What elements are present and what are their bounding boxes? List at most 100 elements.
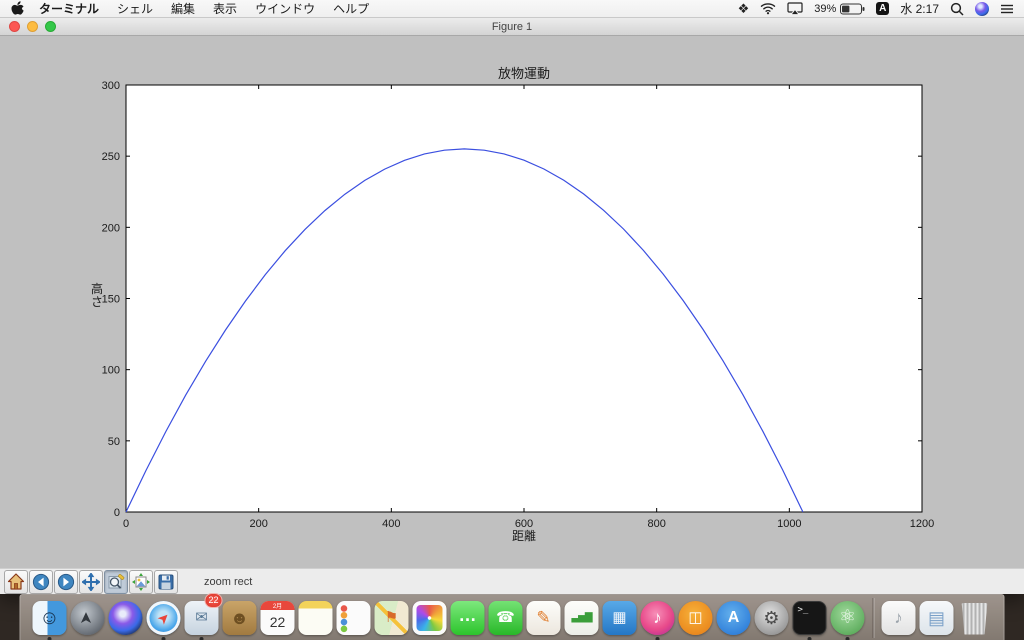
- input-method-icon[interactable]: A: [876, 2, 890, 15]
- menu-item-0[interactable]: ターミナル: [39, 1, 100, 16]
- x-tick-label: 0: [123, 518, 129, 530]
- atom-dock-icon[interactable]: ⚛: [829, 595, 867, 640]
- plot-canvas[interactable]: 0 200 400 600 800 1000 1200 0 50 100 150 200 250 300 放…: [0, 36, 1024, 568]
- notes-icon: [298, 600, 333, 635]
- folder-downloads-dock-icon[interactable]: ▤: [918, 595, 956, 640]
- home-icon: [7, 572, 25, 591]
- keynote-dock-icon[interactable]: ▦: [601, 595, 639, 640]
- menu-item-3[interactable]: 表示: [213, 1, 238, 16]
- search-icon[interactable]: [950, 2, 964, 16]
- dropbox-icon[interactable]: ❖: [737, 1, 750, 16]
- zoom-window-button[interactable]: [45, 21, 56, 32]
- x-axis-label: 距離: [512, 529, 536, 543]
- siri-icon[interactable]: [975, 1, 989, 16]
- save-button[interactable]: [154, 569, 178, 594]
- minimize-button[interactable]: [27, 21, 38, 32]
- y-axis-label: 高さ: [91, 281, 103, 309]
- mail-glyph: ✉: [195, 609, 208, 626]
- siri-icon: [108, 600, 143, 635]
- wifi-icon[interactable]: [760, 2, 776, 15]
- system-preferences-icon: ⚙: [754, 600, 789, 635]
- itunes-icon: ♪: [640, 600, 675, 635]
- system-preferences-dock-icon[interactable]: ⚙: [753, 595, 791, 640]
- y-tick-label: 150: [102, 294, 120, 306]
- messages-dock-icon[interactable]: …: [449, 595, 487, 640]
- back-button[interactable]: [29, 569, 53, 594]
- reminders-icon: [336, 600, 371, 635]
- configure-subplots-button[interactable]: [129, 569, 153, 594]
- atom-glyph: ⚛: [838, 607, 857, 628]
- running-indicator: [845, 636, 850, 640]
- safari-icon: ➤: [146, 600, 181, 635]
- ibooks-dock-icon[interactable]: ◫: [677, 595, 715, 640]
- zoom-rect-button[interactable]: [104, 569, 128, 594]
- folder-music-dock-icon[interactable]: ♪: [880, 595, 918, 640]
- system-preferences-glyph: ⚙: [763, 607, 780, 628]
- folder-downloads-glyph: ▤: [927, 607, 945, 628]
- dock-separator: [872, 597, 874, 638]
- safari-dock-icon[interactable]: ➤: [145, 595, 183, 640]
- axes-area[interactable]: [125, 84, 923, 513]
- battery-status[interactable]: 39%: [814, 3, 865, 15]
- menu-clock[interactable]: 水 2:17: [900, 2, 939, 16]
- trajectory-line: [125, 148, 804, 513]
- close-button[interactable]: [9, 21, 20, 32]
- appstore-glyph: A: [727, 608, 740, 626]
- x-tick-label: 1000: [777, 518, 801, 530]
- folder-music-icon: ♪: [881, 600, 916, 635]
- pages-dock-icon[interactable]: ✎: [525, 595, 563, 640]
- calendar-dock-icon[interactable]: 2月 22: [259, 595, 297, 640]
- airplay-display-icon[interactable]: [787, 2, 803, 15]
- notes-dock-icon[interactable]: [297, 595, 335, 640]
- battery-icon: [840, 3, 865, 15]
- x-tick-label: 400: [382, 518, 400, 530]
- appstore-icon: A: [716, 600, 751, 635]
- itunes-dock-icon[interactable]: ♪: [639, 595, 677, 640]
- home-button[interactable]: [4, 569, 28, 594]
- forward-button[interactable]: [54, 569, 78, 594]
- title-bar[interactable]: Figure 1: [0, 18, 1024, 36]
- finder-dock-icon[interactable]: ☺: [31, 595, 69, 640]
- maps-icon: ⚑: [374, 600, 409, 635]
- photos-dock-icon[interactable]: [411, 595, 449, 640]
- facetime-dock-icon[interactable]: ☎: [487, 595, 525, 640]
- calendar-icon: 2月 22: [260, 600, 295, 635]
- menu-item-1[interactable]: シェル: [117, 1, 154, 16]
- launchpad-dock-icon[interactable]: ➤: [69, 595, 107, 640]
- running-indicator: [199, 636, 204, 640]
- running-indicator: [47, 636, 52, 640]
- contacts-icon: ☻: [222, 600, 257, 635]
- menu-item-4[interactable]: ウインドウ: [255, 1, 316, 16]
- launchpad-icon: ➤: [70, 600, 105, 635]
- y-tick-label: 300: [102, 80, 120, 92]
- appstore-dock-icon[interactable]: A: [715, 595, 753, 640]
- numbers-glyph: ▃▅▇: [571, 611, 592, 623]
- numbers-icon: ▃▅▇: [564, 600, 599, 635]
- messages-icon: …: [450, 600, 485, 635]
- reminders-dock-icon[interactable]: [335, 595, 373, 640]
- finder-icon: ☺: [32, 600, 67, 635]
- menu-bar: ターミナル シェル 編集 表示 ウインドウ ヘルプ ❖ 39%: [0, 0, 1024, 18]
- contacts-dock-icon[interactable]: ☻: [221, 595, 259, 640]
- siri-dock-icon[interactable]: [107, 595, 145, 640]
- window-title: Figure 1: [491, 20, 533, 33]
- apple-logo-icon[interactable]: [10, 0, 24, 17]
- maps-dock-icon[interactable]: ⚑: [373, 595, 411, 640]
- pages-icon: ✎: [526, 600, 561, 635]
- facetime-glyph: ☎: [496, 609, 515, 626]
- figure-canvas[interactable]: 0 200 400 600 800 1000 1200 0 50 100 150 200 250 300 放…: [0, 36, 1024, 568]
- trash-dock-icon[interactable]: [956, 595, 994, 640]
- notification-center-icon[interactable]: [1000, 3, 1014, 15]
- ibooks-icon: ◫: [678, 600, 713, 635]
- menu-item-5[interactable]: ヘルプ: [333, 1, 370, 16]
- itunes-glyph: ♪: [653, 608, 662, 627]
- mail-dock-icon[interactable]: ✉ 22: [183, 592, 223, 640]
- numbers-dock-icon[interactable]: ▃▅▇: [563, 595, 601, 640]
- atom-icon: ⚛: [830, 600, 865, 635]
- pan-button[interactable]: [79, 569, 103, 594]
- x-tick-label: 1200: [910, 518, 934, 530]
- terminal-dock-icon[interactable]: >_: [791, 595, 829, 640]
- menu-item-2[interactable]: 編集: [171, 1, 196, 16]
- toolbar-message: zoom rect: [204, 575, 253, 588]
